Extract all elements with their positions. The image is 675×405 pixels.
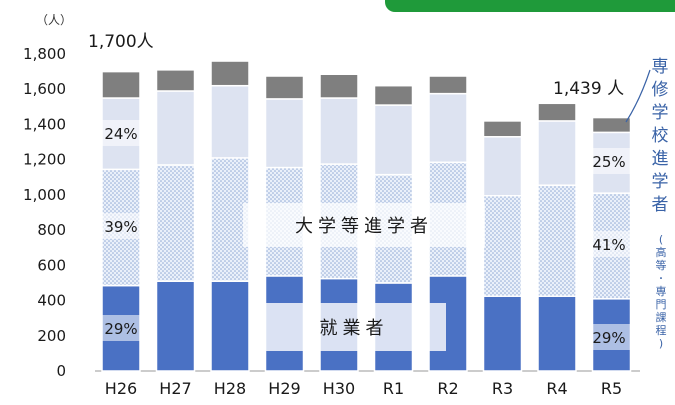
bar-segment-university [482,195,523,297]
x-tick-label: R2 [437,379,458,398]
band-label-box [262,303,446,351]
bar-segment-employment [210,280,250,372]
percentage-label: 25% [592,153,625,171]
y-unit-label: （人） [36,13,72,27]
y-tick-label: 600 [37,256,66,274]
bar-segment-other [428,75,468,95]
bar-segment-other [264,75,305,100]
side-label-char: 者 [652,195,669,215]
side-label-sub-char: ( [659,233,663,246]
band-label-box [243,203,485,247]
bar-segment-other [155,69,196,92]
total-callout-last: 1,439 人 [553,79,624,99]
bar-segment-vocational [482,136,523,197]
bar-segment-vocational [264,98,305,169]
bar-segment-employment [155,280,196,372]
bar-segment-employment [537,295,577,372]
percentage-label: 29% [592,329,625,347]
side-label-sub-char: 専 [656,285,667,298]
percentage-box [587,148,631,174]
x-tick-label: H30 [323,379,355,398]
y-tick-label: 1,200 [23,151,66,169]
bar-segment-vocational [155,90,196,166]
bar-segment-other [210,60,250,87]
side-label-sub-char: 門 [656,298,667,311]
band-label-employment: 就業者 [320,318,389,339]
percentage-label: 39% [104,218,137,236]
bar-segment-university [210,157,250,282]
side-label-char: 修 [652,80,669,100]
side-label-char: 専 [652,57,669,77]
bar-segment-other [482,120,523,138]
x-axis-labels: H26 H27 H28 H29 H30 R1 R2 R3 R4 R5 [105,379,622,398]
x-tick-label: H27 [159,379,191,398]
y-tick-label: 1,800 [23,45,66,63]
side-label-sub-char: ･ [658,272,664,285]
percentage-box [99,213,143,239]
y-tick-label: 1,400 [23,115,66,133]
percentage-box [587,231,631,257]
percentage-box [99,315,143,341]
side-label-sub-char: 課 [656,310,667,324]
percentage-box [99,120,143,146]
bar-segment-other [101,70,141,99]
percentage-label: 24% [104,125,137,143]
bar-segment-vocational [319,97,359,165]
y-tick-label: 200 [37,327,66,345]
x-tick-label: H28 [214,379,246,398]
y-tick-label: 1,000 [23,186,66,204]
y-tick-label: 400 [37,292,66,310]
band-label-university: 大学等進学者 [295,216,433,237]
bar-segment-employment [482,295,523,372]
side-label-char: 校 [652,126,669,146]
x-tick-label: R4 [546,379,567,398]
side-label-char: 学 [652,103,669,123]
x-tick-label: H29 [268,379,300,398]
total-callout-first: 1,700人 [88,32,154,52]
bar-segment-vocational [373,104,414,176]
bar-segment-vocational [428,92,468,164]
bar-segment-university [155,164,196,282]
percentage-label: 41% [592,236,625,254]
y-tick-label: 1,600 [23,80,66,98]
green-accent-banner [385,0,675,12]
side-label-char: 進 [652,149,669,169]
side-label-char: 学 [652,172,669,192]
bar-segment-other [591,116,632,134]
x-tick-label: R3 [492,379,513,398]
x-tick-label: R1 [383,379,404,398]
side-label-sub-char: 高 [656,245,667,259]
bar-segment-other [373,84,414,106]
y-axis-ticks: 0 200 400 600 800 1,000 1,200 1,400 1,600 1,800 [23,45,66,380]
bar-segment-other [319,73,359,99]
side-label-sub-char: 等 [656,258,667,272]
x-tick-label: R5 [601,379,622,398]
bar-segment-vocational [537,120,577,186]
bar-segment-other [537,102,577,122]
percentage-box [587,324,631,350]
y-tick-label: 0 [56,362,66,380]
y-tick-label: 800 [37,221,66,239]
percentage-label: 29% [104,320,137,338]
bar-segment-vocational [210,84,250,159]
side-label-sub-char: 程 [656,324,667,337]
side-label-leader-line [625,69,651,123]
bar-segment-university [537,184,577,297]
side-label-sub-char: ) [659,337,663,350]
x-tick-label: H26 [105,379,137,398]
